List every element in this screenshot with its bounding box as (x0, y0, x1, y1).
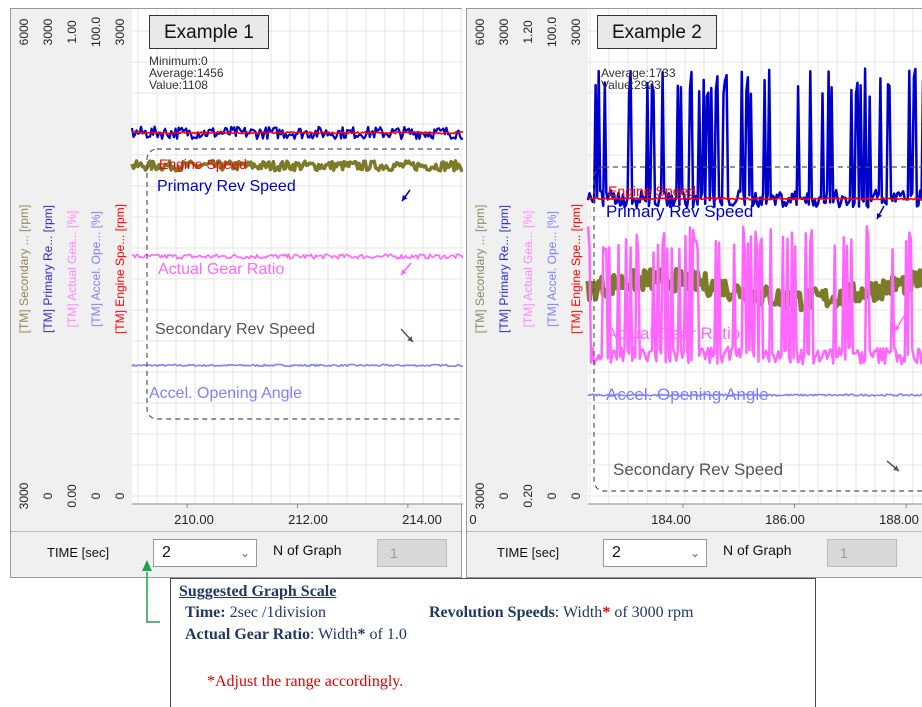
n-of-graph-label: N of Graph (273, 542, 342, 558)
note-time-line: Time: 2sec /1division (185, 604, 326, 622)
legend-secondary-rev-speed: Secondary Rev Speed (155, 321, 315, 338)
suggested-scale-note: Suggested Graph Scale Time: 2sec /1divis… (170, 578, 816, 707)
time-scale-value: 2 (162, 544, 171, 561)
time-scale-select[interactable]: 2 ⌄ (153, 539, 257, 567)
arrowhead-icon (407, 336, 413, 342)
stat-value: Value:1108 (149, 78, 208, 92)
stats-block: Minimum:0 Average:1456 Value:1108 (149, 55, 224, 91)
gear-value: : Width (310, 626, 358, 643)
time-value: 2sec /1division (225, 604, 327, 621)
legend-accel-opening-angle: Accel. Opening Angle (606, 385, 769, 404)
note-gear-line: Actual Gear Ratio: Width* of 1.0 (185, 626, 407, 644)
time-label: TIME [sec] (47, 545, 110, 560)
graph-controls: TIME [sec] 2 ⌄ N of Graph 1 (11, 531, 461, 578)
stat-average: Average:1733 (601, 66, 676, 80)
series-line-accel-opening-angle (587, 393, 922, 397)
arrowhead-icon (401, 269, 407, 275)
legend-secondary-rev-speed: Secondary Rev Speed (613, 460, 783, 479)
arrowhead-icon (893, 465, 899, 471)
x-tick-label: 0 (469, 512, 477, 527)
x-tick-label: 212.00 (288, 512, 328, 527)
stats-block: Average:1733 Value:2923 (601, 67, 676, 91)
arrowhead-icon (895, 325, 901, 331)
series-line-engine-speed (587, 197, 922, 201)
x-tick-label: 184.00 (651, 512, 691, 527)
rev-value: : Width (554, 604, 603, 621)
chart-example-1: Engine Speed Primary Rev Speed Actual Gear… (130, 9, 463, 508)
n-of-graph-label: N of Graph (723, 542, 792, 558)
legend-engine-speed: Engine Speed (608, 183, 696, 199)
rev-key: Revolution Speeds (429, 604, 555, 621)
legend-primary-rev-speed: Primary Rev Speed (606, 202, 753, 221)
x-tick-label: 188.00 (879, 512, 919, 527)
time-label: TIME [sec] (497, 545, 560, 560)
arrowhead-icon (402, 195, 408, 201)
time-scale-value: 2 (612, 544, 621, 561)
rev-tail: of 3000 rpm (610, 604, 694, 621)
series-line-secondary-rev-speed (130, 159, 463, 173)
arrowhead-icon (876, 213, 883, 219)
x-tick-label: 210.00 (174, 512, 214, 527)
stat-value: Value:2923 (601, 78, 661, 92)
graph-panel-example-2: Engine Speed Primary Rev Speed Actual Gear… (466, 8, 922, 578)
legend-primary-rev-speed: Primary Rev Speed (157, 178, 296, 195)
x-tick-label: 214.00 (402, 512, 442, 527)
gear-tail: of 1.0 (365, 626, 407, 643)
adjust-note: *Adjust the range accordingly. (207, 673, 404, 690)
series-line-accel-opening-angle (131, 363, 463, 368)
stat-average: Average:1456 (149, 66, 224, 80)
highlight-dashed-box (146, 148, 463, 420)
example-label: Example 1 (149, 15, 269, 49)
time-key: Time: (185, 604, 226, 621)
plot-area (132, 9, 463, 504)
series-line-actual-gear-ratio (132, 253, 463, 260)
chart-example-2: Engine Speed Primary Rev Speed Actual Gear… (585, 9, 922, 508)
series-line-actual-gear-ratio (586, 225, 922, 366)
example-label: Example 2 (597, 15, 717, 49)
graph-panel-example-1: Engine Speed Primary Rev Speed Actual Gear… (10, 8, 463, 578)
legend-engine-speed: Engine Speed (159, 156, 247, 172)
graph-controls: TIME [sec] 2 ⌄ N of Graph 1 (467, 531, 922, 578)
note-title: Suggested Graph Scale (179, 583, 337, 600)
gear-key: Actual Gear Ratio (185, 626, 311, 643)
rev-star: * (602, 604, 611, 621)
legend-actual-gear-ratio: Actual Gear Ratio (606, 324, 740, 343)
x-tick-label: 186.00 (765, 512, 805, 527)
n-of-graph-input[interactable]: 1 (827, 539, 897, 567)
note-rev-line: Revolution Speeds: Width* of 3000 rpm (429, 604, 693, 622)
series-line-engine-speed (131, 131, 463, 135)
legend-accel-opening-angle: Accel. Opening Angle (149, 385, 302, 402)
gear-star: * (357, 626, 366, 643)
chevron-down-icon: ⌄ (689, 546, 700, 560)
time-scale-select[interactable]: 2 ⌄ (603, 539, 707, 567)
stat-minimum: Minimum:0 (149, 54, 208, 68)
legend-actual-gear-ratio: Actual Gear Ratio (158, 261, 284, 278)
chevron-down-icon: ⌄ (239, 546, 250, 560)
n-of-graph-input[interactable]: 1 (377, 539, 447, 567)
